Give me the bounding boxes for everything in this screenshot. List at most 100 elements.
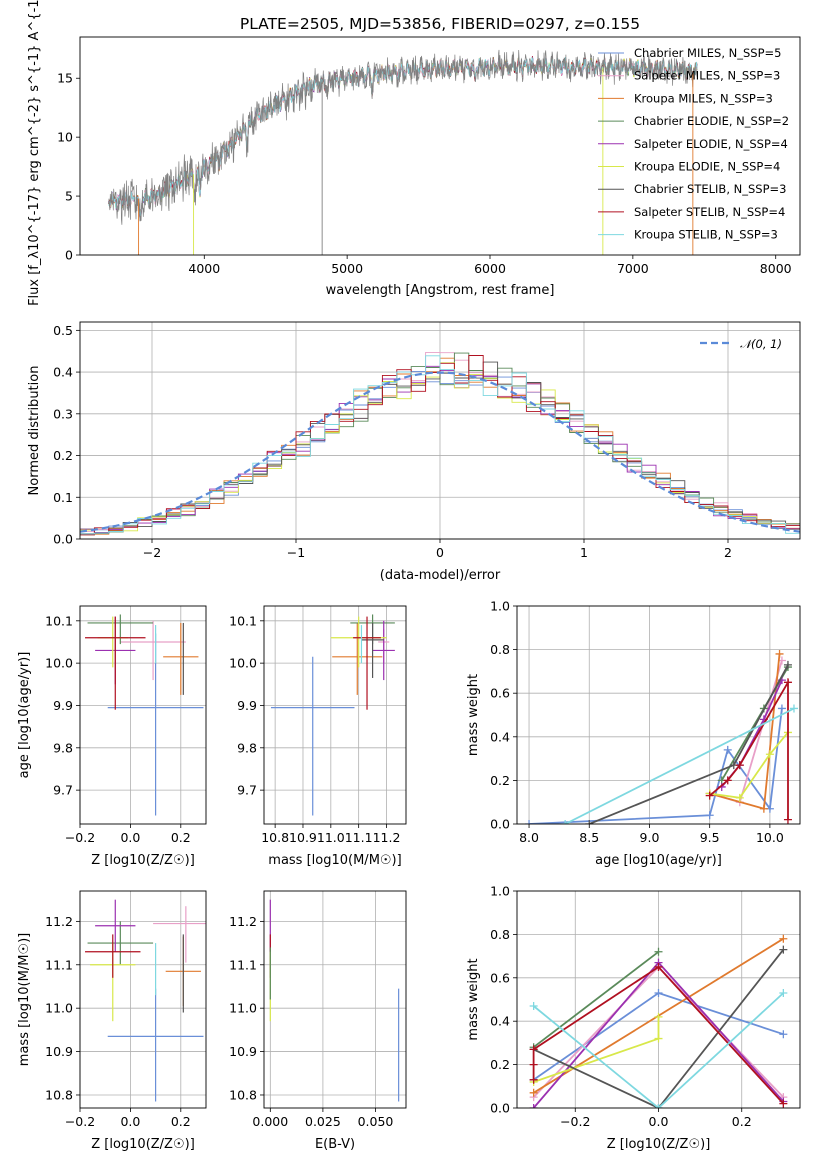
weight-marker [705, 811, 714, 820]
weight-marker [735, 793, 744, 802]
weight-marker [529, 1104, 538, 1108]
y-tick-label: 5 [65, 189, 73, 204]
plot-area-weight_vs_age [525, 649, 798, 824]
weight-marker [561, 820, 570, 824]
axes-age_vs_Z: −0.2 0.0 0.2 9.7 9.8 9.9 10.0 10.1 Z [log10(Z/Z☉… [17, 605, 207, 868]
weight-marker [654, 1034, 663, 1043]
axes-frame [263, 605, 407, 825]
legend-label: Salpeter STELIB, N_SSP=4 [634, 205, 785, 219]
weight-marker [529, 1045, 538, 1054]
axes-mass_vs_Z: −0.2 0.0 0.2 10.8 10.9 11.0 11.1 11.2 Z [log10(Z… [17, 890, 207, 1152]
y-tick-label: 0.8 [490, 642, 510, 657]
y-tick-label: 0.8 [490, 927, 510, 942]
weight-marker [783, 660, 792, 669]
x-tick-label: 9.0 [640, 830, 660, 845]
x-tick-label: 7000 [617, 261, 649, 276]
y-tick-label: 0.0 [53, 532, 73, 547]
x-tick-label: 0.2 [171, 830, 191, 845]
y-tick-label: 11.2 [229, 914, 257, 929]
legend-label: Chabrier STELIB, N_SSP=3 [634, 182, 786, 196]
x-axis-label: age [log10(age/yr)] [595, 853, 722, 868]
x-axis-label: wavelength [Angstrom, rest frame] [326, 283, 555, 298]
y-tick-label: 11.2 [45, 914, 73, 929]
histogram-step [80, 355, 800, 535]
x-tick-label: 11.1 [345, 830, 373, 845]
weight-marker [654, 962, 663, 971]
y-tick-label: 10.1 [45, 613, 73, 628]
x-tick-label: −0.2 [560, 1114, 590, 1129]
x-axis-label: Z [log10(Z/Z☉)] [91, 1137, 195, 1152]
x-axis-label: Z [log10(Z/Z☉)] [607, 1137, 711, 1152]
error-bar-point [163, 622, 199, 695]
x-tick-label: 8.0 [519, 830, 539, 845]
error-bar-point [85, 616, 146, 710]
weight-marker [654, 1012, 663, 1021]
x-tick-label: 0.2 [732, 1114, 752, 1129]
y-tick-label: 0 [65, 248, 73, 263]
x-tick-label: 8000 [760, 261, 792, 276]
y-tick-label: 11.0 [45, 1001, 73, 1016]
y-tick-label: 9.7 [53, 783, 73, 798]
y-tick-label: 9.8 [53, 740, 73, 755]
x-tick-label: −1 [287, 545, 305, 560]
y-tick-label: 0.1 [53, 490, 73, 505]
weight-marker [779, 1030, 788, 1039]
gaussian-curve [80, 371, 800, 533]
legend-label: 𝒩(0, 1) [740, 337, 782, 351]
y-tick-label: 0.4 [490, 1014, 510, 1029]
y-axis-label: Flux [f_λ10^{-17} erg cm^{-2} s^{-1} A^{… [27, 0, 42, 306]
y-axis-label: mass weight [466, 958, 481, 1040]
histogram-step [80, 361, 800, 535]
weight-line [588, 664, 789, 824]
x-tick-label: 0 [436, 545, 444, 560]
y-tick-label: 10.9 [229, 1044, 257, 1059]
error-bar-point [153, 906, 206, 963]
weight-marker [783, 678, 792, 687]
x-axis-label: mass [log10(M/M☉)] [268, 853, 401, 868]
error-bar-point [95, 899, 136, 952]
axes-age_vs_mass: 10.8 10.9 11.0 11.1 11.2 9.7 9.8 9.9 10.0 10.1 mas… [229, 605, 407, 868]
y-tick-label: 0.6 [490, 686, 510, 701]
weight-marker [765, 750, 774, 759]
y-tick-label: 10.0 [229, 656, 257, 671]
x-tick-label: 0.025 [305, 1114, 341, 1129]
axes-frame [79, 36, 801, 256]
y-tick-label: 0.2 [490, 1057, 510, 1072]
error-bar-point [107, 633, 204, 816]
plot-area-mass_vs_Z [85, 899, 206, 1102]
weight-marker [705, 791, 714, 800]
y-axis-label: mass weight [466, 674, 481, 756]
weight-line [528, 708, 783, 824]
error-bar-point [120, 620, 186, 681]
plot-area-residuals [80, 351, 800, 536]
axes-weight_vs_Z: −0.2 0.0 0.2 0.0 0.2 0.4 0.6 0.8 1.0 Z [log10(Z/Z… [466, 884, 801, 1152]
y-tick-label: 11.1 [45, 957, 73, 972]
weight-marker [779, 945, 788, 954]
y-tick-label: 0.4 [53, 365, 73, 380]
weight-marker [779, 934, 788, 943]
x-tick-label: 0.0 [120, 1114, 140, 1129]
x-tick-label: −0.2 [65, 1114, 95, 1129]
axes-frame [516, 605, 801, 825]
x-tick-label: −0.2 [65, 830, 95, 845]
x-axis-label: Z [log10(Z/Z☉)] [91, 853, 195, 868]
axes-residuals: −2 −1 0 1 2 0.0 0.1 0.2 0.3 0.4 0.5 𝒩(0, 1) (data-mo… [27, 321, 801, 583]
weight-marker [735, 761, 744, 770]
axes-frame [516, 890, 801, 1109]
x-tick-label: 0.0 [649, 1114, 669, 1129]
y-tick-label: 0.3 [53, 406, 73, 421]
y-tick-label: 0.2 [490, 773, 510, 788]
y-tick-label: 11.0 [229, 1001, 257, 1016]
y-tick-label: 10.9 [45, 1044, 73, 1059]
weight-line [709, 731, 789, 799]
legend-label: Kroupa ELODIE, N_SSP=4 [634, 160, 780, 174]
legend-label: Salpeter ELODIE, N_SSP=4 [634, 137, 788, 151]
weight-marker [525, 820, 534, 824]
error-bar-point [87, 614, 154, 645]
plot-area-weight_vs_Z [529, 934, 788, 1108]
plot-area-age_vs_Z [85, 614, 204, 816]
weight-marker [779, 988, 788, 997]
weight-line [533, 951, 660, 1048]
error-bar-point [353, 616, 381, 710]
